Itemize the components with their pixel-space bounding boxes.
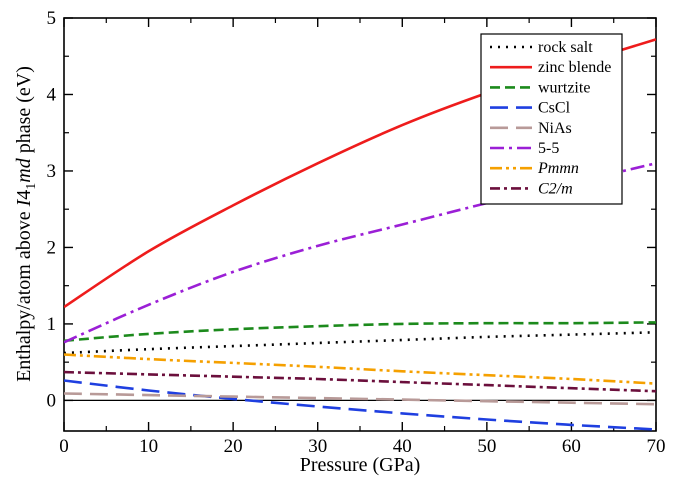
x-tick-label: 30 <box>308 436 327 457</box>
y-axis-title: Enthalpy/atom above I41md phase (eV) <box>13 66 39 382</box>
y-tick-label: 5 <box>47 8 57 29</box>
series-line-wurtzite <box>64 321 656 343</box>
y-tick-label: 1 <box>47 314 57 335</box>
x-tick-label: 60 <box>562 436 581 457</box>
y-tick-label: 0 <box>47 390 57 411</box>
series-line-c2-m <box>64 370 656 393</box>
y-axis-title-italic-md: md <box>13 157 35 182</box>
x-tick-label: 70 <box>647 436 666 457</box>
legend-label: C2/m <box>538 180 573 197</box>
y-axis-title-italic-i: I <box>13 198 35 207</box>
y-axis-title-4: 4 <box>13 190 35 200</box>
x-tick-label: 40 <box>393 436 412 457</box>
axis-tick-labels: 0 10 20 30 40 50 60 70 0 1 2 3 4 5 <box>47 8 666 457</box>
series-line-rock-salt <box>64 331 656 355</box>
series-line-cscl <box>64 379 656 431</box>
y-tick-label: 3 <box>47 161 57 182</box>
y-axis-title-part-end: phase (eV) <box>13 66 35 158</box>
legend-label: NiAs <box>538 120 572 137</box>
legend-box <box>480 33 623 205</box>
legend: rock salt zinc blende wurtzite CsCl NiAs 5-5 P… <box>480 33 623 205</box>
x-tick-label: 10 <box>139 436 158 457</box>
y-axis-title-subscript: 1 <box>24 183 39 190</box>
y-axis-title-part-1: Enthalpy/atom above <box>13 206 35 382</box>
x-tick-label: 50 <box>477 436 496 457</box>
series-line-pmmn <box>64 353 656 385</box>
x-tick-label: 0 <box>59 436 69 457</box>
x-tick-label: 20 <box>224 436 243 457</box>
legend-label: CsCl <box>538 100 571 117</box>
legend-label: wurtzite <box>538 79 590 96</box>
legend-label: Pmmn <box>537 160 579 177</box>
y-tick-label: 2 <box>47 237 57 258</box>
axis-ticks <box>63 17 657 431</box>
legend-label: 5-5 <box>538 140 559 157</box>
series-line-nias <box>64 392 656 406</box>
x-axis-title: Pressure (GPa) <box>300 454 421 476</box>
legend-label: zinc blende <box>538 59 611 76</box>
y-tick-label: 4 <box>47 84 57 105</box>
legend-label: rock salt <box>538 39 593 56</box>
